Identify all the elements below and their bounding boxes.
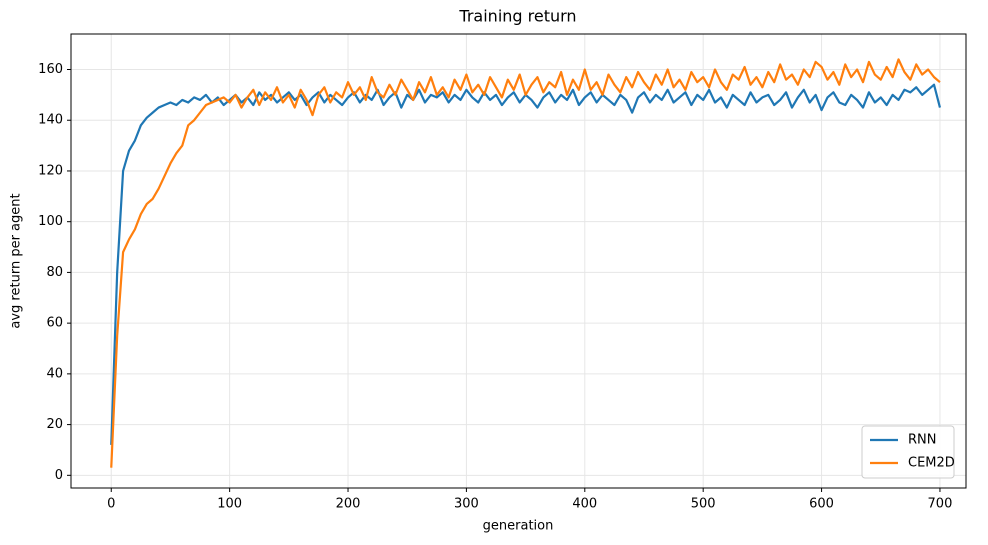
y-tick-label: 0 <box>55 468 63 483</box>
y-tick-label: 40 <box>46 366 63 381</box>
plot-frame <box>70 33 967 489</box>
x-tick-label: 500 <box>691 497 716 512</box>
x-tick-label: 400 <box>572 497 597 512</box>
y-tick-label: 120 <box>38 163 63 178</box>
y-tick-label: 140 <box>38 113 63 128</box>
chart-title: Training return <box>458 7 576 26</box>
y-axis-label: avg return per agent <box>9 193 24 328</box>
x-tick-label: 0 <box>107 497 115 512</box>
y-tick-label: 20 <box>46 417 63 432</box>
y-tick-label: 60 <box>46 316 63 331</box>
y-tick-label: 80 <box>46 265 63 280</box>
y-tick-label: 160 <box>38 62 63 77</box>
x-tick-label: 100 <box>217 497 242 512</box>
x-tick-label: 600 <box>809 497 834 512</box>
legend-label: CEM2D <box>908 456 955 471</box>
x-axis-label: generation <box>483 519 554 534</box>
y-tick-label: 100 <box>38 214 63 229</box>
x-tick-label: 700 <box>928 497 953 512</box>
series-line <box>110 83 942 445</box>
x-tick-label: 300 <box>454 497 479 512</box>
x-tick-label: 200 <box>336 497 361 512</box>
series-line <box>110 58 941 468</box>
legend-label: RNN <box>908 433 936 448</box>
